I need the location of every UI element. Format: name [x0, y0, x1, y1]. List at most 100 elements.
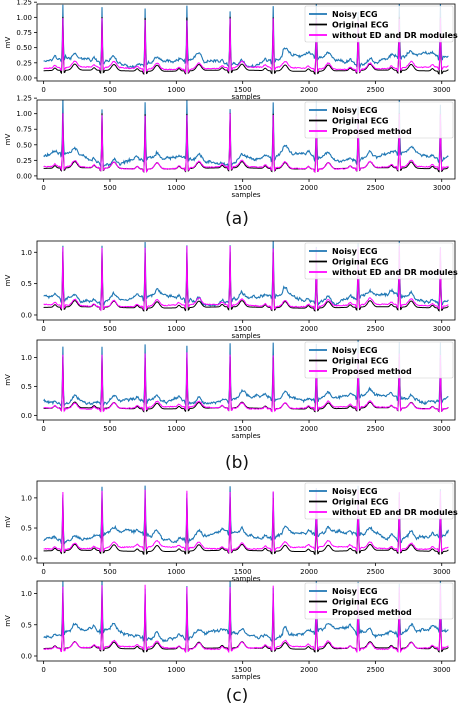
x-tick-label: 2500 [366, 86, 384, 94]
series-line-method [43, 489, 449, 555]
y-tick-label: 0.25 [16, 157, 32, 165]
legend-label: Noisy ECG [332, 247, 378, 256]
y-tick-label: 0.0 [21, 311, 32, 319]
y-axis-label: mV [4, 615, 12, 627]
x-axis-label: samples [231, 332, 260, 340]
x-axis-label: samples [231, 575, 260, 583]
x-tick-label: 0 [41, 86, 45, 94]
y-tick-label: 1.00 [16, 14, 32, 22]
legend-label: Original ECG [332, 21, 388, 30]
y-tick-label: 1.25 [16, 0, 32, 7]
legend-box [304, 101, 454, 139]
x-tick-label: 2000 [300, 325, 318, 333]
legend-box [304, 482, 454, 520]
x-tick-label: 500 [103, 425, 116, 433]
series-line-method [43, 584, 449, 654]
x-tick-label: 2500 [366, 666, 384, 674]
series-line-method [43, 245, 449, 312]
y-tick-label: 0.5 [21, 280, 32, 288]
y-axis-label: mV [4, 516, 12, 528]
x-tick-label: 0 [41, 568, 45, 576]
x-axis-label: samples [231, 432, 260, 440]
x-tick-label: 0 [41, 325, 45, 333]
x-tick-label: 3000 [433, 325, 451, 333]
subfigure-label-c: (c) [225, 686, 249, 706]
legend-label: Noisy ECG [332, 487, 378, 496]
x-tick-label: 1500 [234, 425, 252, 433]
x-tick-label: 500 [103, 325, 116, 333]
legend-label: Noisy ECG [332, 106, 378, 115]
x-tick-label: 2000 [300, 86, 318, 94]
series-line-method [43, 352, 449, 413]
chart-panel-6: 0 500 1000 1500 2000 2500 3000 0.0 0.5 1.0 samples… [4, 580, 456, 681]
series-line-noisy [43, 241, 449, 308]
y-tick-label: 0.25 [16, 59, 32, 67]
legend-label: Original ECG [332, 117, 388, 126]
y-tick-label: 0.75 [16, 126, 32, 134]
legend-box [304, 582, 454, 620]
x-tick-label: 3000 [433, 666, 451, 674]
x-tick-label: 2000 [300, 666, 318, 674]
legend-box [304, 5, 454, 43]
plot-frame [36, 3, 456, 82]
legend-label: Noisy ECG [332, 346, 378, 355]
chart-panel-5: 0 500 1000 1500 2000 2500 3000 0.0 0.5 1.0 samples… [4, 480, 458, 583]
x-tick-label: 1500 [234, 184, 252, 192]
legend-label: Proposed method [332, 367, 412, 376]
x-tick-label: 1000 [167, 425, 185, 433]
y-tick-label: 0.50 [16, 141, 32, 149]
x-tick-label: 500 [103, 568, 116, 576]
series-line-noisy [43, 100, 449, 169]
x-tick-label: 3000 [433, 86, 451, 94]
x-tick-label: 0 [41, 425, 45, 433]
plot-frame [36, 480, 456, 564]
x-tick-label: 1500 [234, 86, 252, 94]
x-tick-label: 2500 [366, 568, 384, 576]
legend-label: Original ECG [332, 258, 388, 267]
chart-panel-1: 0 500 1000 1500 2000 2500 3000 0.00 0.25 0.50 0.75… [4, 0, 458, 101]
legend-label: Original ECG [332, 598, 388, 607]
y-tick-label: 1.25 [16, 95, 32, 103]
legend-label: Original ECG [332, 357, 388, 366]
series-line-method [43, 113, 449, 174]
x-tick-label: 1500 [234, 666, 252, 674]
series-line-noisy [43, 581, 449, 643]
x-tick-label: 1000 [167, 568, 185, 576]
x-tick-label: 0 [41, 184, 45, 192]
y-tick-label: 0.5 [21, 383, 32, 391]
series-line-noisy [43, 4, 449, 69]
x-axis-label: samples [231, 673, 260, 681]
legend-label: Noisy ECG [332, 587, 378, 596]
y-tick-label: 1.0 [21, 249, 32, 257]
y-tick-label: 0.0 [21, 555, 32, 563]
legend-label: Original ECG [332, 498, 388, 507]
y-tick-label: 1.00 [16, 110, 32, 118]
x-tick-label: 500 [103, 666, 116, 674]
x-tick-label: 1000 [167, 325, 185, 333]
chart-panel-2: 0 500 1000 1500 2000 2500 3000 0.00 0.25 0.50 0.75… [4, 95, 456, 199]
x-tick-label: 3000 [433, 184, 451, 192]
plot-frame [36, 240, 456, 321]
x-tick-label: 2500 [366, 325, 384, 333]
y-axis-label: mV [4, 36, 12, 48]
series-line-method [43, 17, 449, 74]
series-line-original [43, 16, 449, 76]
y-axis-label: mV [4, 374, 12, 386]
subfigure-label-b: (b) [224, 453, 250, 473]
y-tick-label: 0.00 [16, 74, 32, 82]
x-tick-label: 3000 [433, 568, 451, 576]
x-tick-label: 1000 [167, 86, 185, 94]
x-tick-label: 2500 [366, 184, 384, 192]
x-tick-label: 2000 [300, 184, 318, 192]
x-axis-label: samples [231, 191, 260, 199]
y-tick-label: 0.5 [21, 525, 32, 533]
series-line-noisy [43, 340, 449, 407]
legend-box [304, 341, 454, 379]
y-tick-label: 0.50 [16, 44, 32, 52]
chart-panel-3: 0 500 1000 1500 2000 2500 3000 0.0 0.5 1.0 samples… [4, 240, 458, 340]
